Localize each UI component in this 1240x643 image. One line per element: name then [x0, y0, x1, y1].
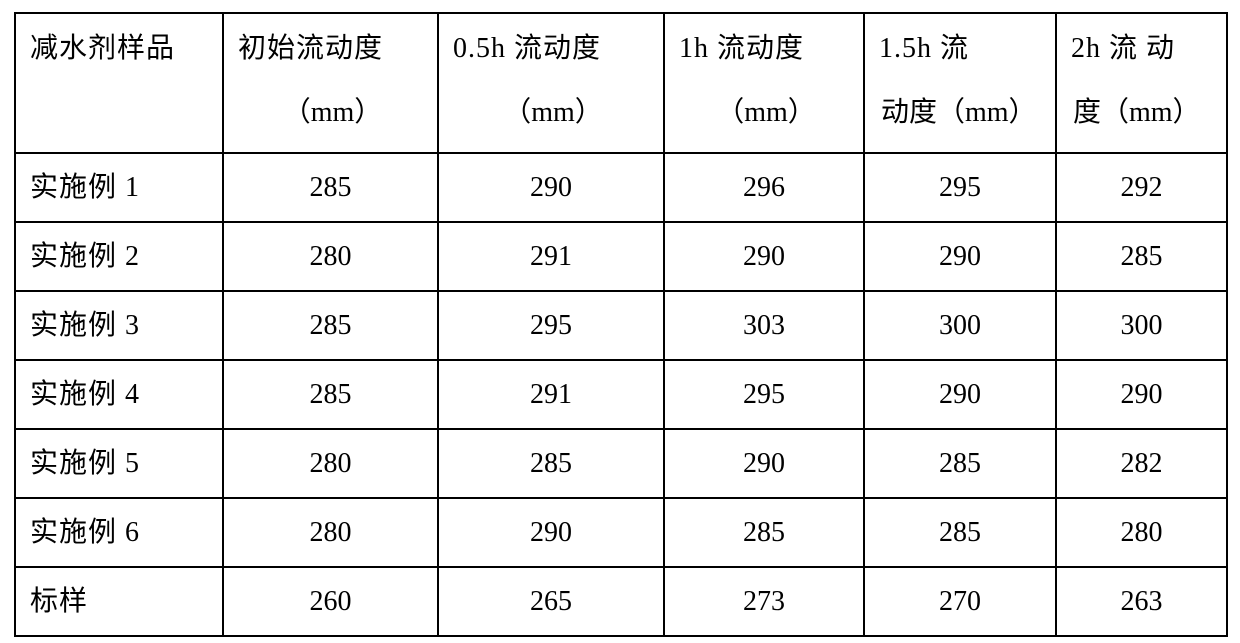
cell-value: 285 [438, 429, 664, 498]
cell-value: 300 [1056, 291, 1227, 360]
cell-value: 285 [223, 153, 438, 222]
cell-value: 285 [223, 291, 438, 360]
table-row: 实施例 3 285 295 303 300 300 [15, 291, 1227, 360]
cell-value: 290 [1056, 360, 1227, 429]
row-label: 实施例 6 [15, 498, 223, 567]
table-row: 实施例 4 285 291 295 290 290 [15, 360, 1227, 429]
col-header-text: 1h 流动度 [679, 28, 853, 70]
col-header-text: 0.5h 流动度 [453, 28, 653, 70]
cell-value: 273 [664, 567, 864, 636]
cell-value: 300 [864, 291, 1056, 360]
col-header-unit: （mm） [453, 92, 653, 134]
cell-value: 295 [864, 153, 1056, 222]
row-label: 实施例 1 [15, 153, 223, 222]
cell-value: 290 [864, 360, 1056, 429]
row-label: 实施例 3 [15, 291, 223, 360]
cell-value: 291 [438, 222, 664, 291]
col-header-initial: 初始流动度 （mm） [223, 13, 438, 153]
row-label: 标样 [15, 567, 223, 636]
cell-value: 285 [864, 429, 1056, 498]
col-header-text: 减水剂样品 [30, 28, 212, 70]
col-header-unit: （mm） [679, 92, 853, 134]
col-header-1h: 1h 流动度 （mm） [664, 13, 864, 153]
table-row: 实施例 6 280 290 285 285 280 [15, 498, 1227, 567]
row-label: 实施例 2 [15, 222, 223, 291]
cell-value: 280 [223, 429, 438, 498]
cell-value: 282 [1056, 429, 1227, 498]
fluidity-table: 减水剂样品 初始流动度 （mm） 0.5h 流动度 （mm） 1h 流动度 （m… [14, 12, 1228, 637]
col-header-unit: 度（mm） [1071, 92, 1216, 134]
cell-value: 260 [223, 567, 438, 636]
table-row: 标样 260 265 273 270 263 [15, 567, 1227, 636]
row-label: 实施例 4 [15, 360, 223, 429]
cell-value: 291 [438, 360, 664, 429]
cell-value: 290 [664, 222, 864, 291]
cell-value: 292 [1056, 153, 1227, 222]
cell-value: 280 [1056, 498, 1227, 567]
cell-value: 290 [664, 429, 864, 498]
cell-value: 296 [664, 153, 864, 222]
cell-value: 303 [664, 291, 864, 360]
cell-value: 270 [864, 567, 1056, 636]
table-header-row: 减水剂样品 初始流动度 （mm） 0.5h 流动度 （mm） 1h 流动度 （m… [15, 13, 1227, 153]
col-header-text: 初始流动度 [238, 28, 427, 70]
table-body: 实施例 1 285 290 296 295 292 实施例 2 280 291 … [15, 153, 1227, 636]
col-header-unit: 动度（mm） [879, 92, 1045, 134]
col-header-0-5h: 0.5h 流动度 （mm） [438, 13, 664, 153]
cell-value: 295 [438, 291, 664, 360]
col-header-2h: 2h 流 动 度（mm） [1056, 13, 1227, 153]
col-header-text: 1.5h 流 [879, 28, 1045, 70]
cell-value: 290 [438, 498, 664, 567]
cell-value: 290 [438, 153, 664, 222]
table-row: 实施例 2 280 291 290 290 285 [15, 222, 1227, 291]
cell-value: 265 [438, 567, 664, 636]
col-header-sample: 减水剂样品 [15, 13, 223, 153]
col-header-unit: （mm） [238, 92, 427, 134]
cell-value: 285 [664, 498, 864, 567]
col-header-text: 2h 流 动 [1071, 28, 1216, 70]
cell-value: 295 [664, 360, 864, 429]
cell-value: 290 [864, 222, 1056, 291]
col-header-1-5h: 1.5h 流 动度（mm） [864, 13, 1056, 153]
row-label: 实施例 5 [15, 429, 223, 498]
cell-value: 285 [1056, 222, 1227, 291]
cell-value: 263 [1056, 567, 1227, 636]
cell-value: 285 [864, 498, 1056, 567]
table-row: 实施例 1 285 290 296 295 292 [15, 153, 1227, 222]
cell-value: 280 [223, 498, 438, 567]
cell-value: 280 [223, 222, 438, 291]
table-row: 实施例 5 280 285 290 285 282 [15, 429, 1227, 498]
cell-value: 285 [223, 360, 438, 429]
